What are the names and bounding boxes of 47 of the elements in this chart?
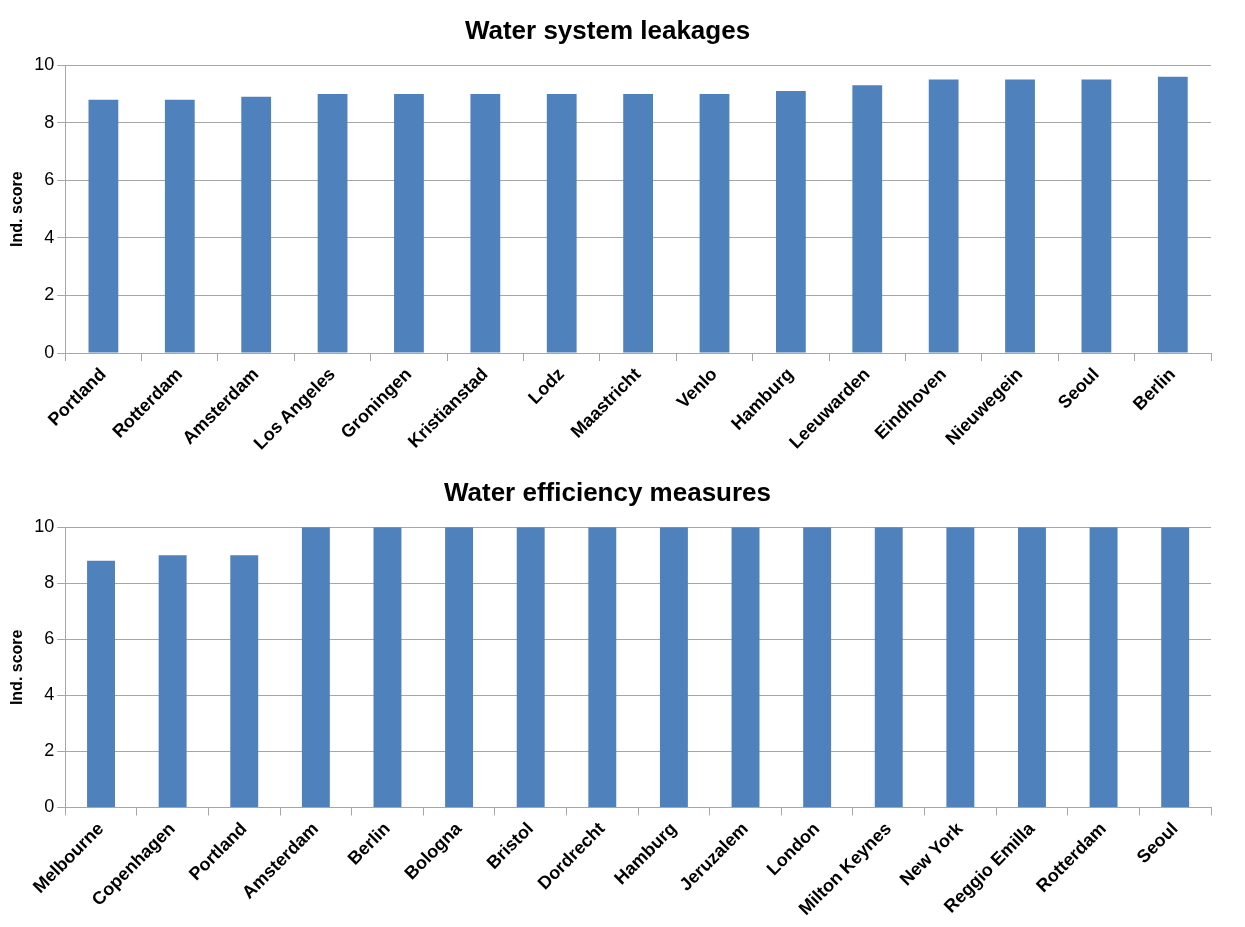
bar	[1005, 79, 1035, 353]
bar	[699, 93, 730, 353]
bar	[874, 527, 903, 807]
y-tick-label: 0	[44, 342, 55, 363]
bar	[946, 527, 975, 807]
y-tick-label: 0	[44, 796, 55, 817]
bar	[588, 527, 617, 807]
bar	[623, 93, 654, 353]
bar	[87, 560, 115, 807]
bar	[158, 555, 187, 807]
bar	[1157, 76, 1188, 353]
bar	[852, 85, 883, 353]
chart-title: Water system leakages	[464, 14, 751, 45]
y-tick-label: 10	[34, 516, 55, 537]
bar	[445, 527, 474, 807]
bar	[241, 96, 272, 353]
chart-title: Water efficiency measures	[443, 476, 772, 507]
y-axis-title: Ind. score	[8, 171, 26, 247]
bar	[516, 527, 545, 807]
bar	[1081, 79, 1112, 353]
y-tick-label: 2	[44, 284, 55, 305]
y-tick-label: 4	[44, 226, 55, 247]
bar	[546, 93, 577, 353]
y-tick-label: 6	[44, 169, 55, 190]
bar	[659, 527, 688, 807]
bar	[164, 99, 195, 353]
bar	[301, 527, 330, 807]
bar	[394, 93, 424, 353]
bar	[373, 527, 402, 807]
y-tick-label: 2	[44, 740, 55, 761]
y-tick-label: 10	[34, 54, 55, 75]
bar	[731, 527, 760, 807]
bar	[1089, 527, 1118, 807]
y-tick-label: 8	[44, 111, 55, 132]
y-tick-label: 4	[44, 684, 55, 705]
bar	[775, 91, 806, 353]
bar	[317, 93, 348, 353]
y-axis-title: Ind. score	[8, 629, 26, 706]
bar	[1018, 527, 1046, 807]
bar	[928, 79, 959, 353]
y-tick-label: 8	[44, 572, 55, 593]
bar	[470, 93, 501, 353]
bar	[1161, 527, 1190, 807]
bar	[230, 555, 259, 807]
bar	[803, 527, 832, 807]
y-tick-label: 6	[44, 628, 55, 649]
bar	[88, 99, 119, 353]
